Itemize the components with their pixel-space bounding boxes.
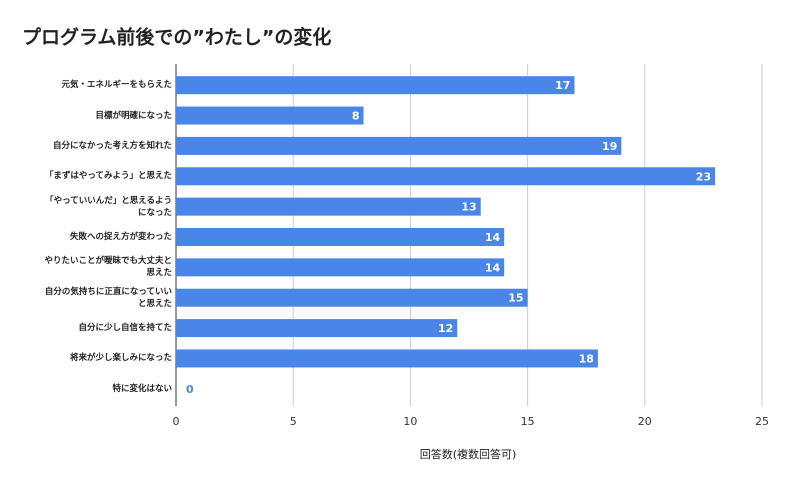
y-tick-label: やりたいことが曖昧でも大丈夫と思えた (44, 256, 172, 279)
y-tick-label: 将来が少し楽しみになった (69, 353, 172, 364)
x-tick-label: 10 (403, 415, 417, 428)
y-tick-label: 元気・エネルギーをもらえた (61, 80, 172, 91)
bar (176, 228, 505, 246)
data-label: 8 (352, 110, 360, 123)
data-label: 23 (696, 170, 711, 183)
x-axis-label: 回答数(複数回答可) (420, 447, 517, 461)
data-label: 14 (485, 231, 501, 244)
y-tick-label: 目標が明確になった (95, 110, 172, 121)
y-tick-label: 特に変化はない (112, 383, 172, 394)
data-label: 14 (485, 261, 501, 274)
y-tick-label: 「まずはやってみよう」と思えた (44, 171, 172, 182)
x-tick-label: 0 (173, 415, 180, 428)
data-label: 19 (602, 140, 617, 153)
bar (176, 167, 716, 186)
data-label: 0 (186, 383, 194, 396)
x-tick-label: 5 (290, 415, 297, 428)
bar (176, 136, 622, 155)
y-tick-label: 自分になかった考え方を知れた (52, 140, 172, 151)
data-label: 17 (555, 79, 570, 92)
data-label: 13 (461, 201, 476, 214)
x-tick-label: 20 (638, 415, 652, 428)
bar (176, 349, 598, 368)
y-tick-label: 「やっていいんだ」と思えるようになった (45, 195, 172, 218)
data-label: 18 (579, 352, 594, 365)
bar (176, 76, 575, 95)
bar (176, 106, 364, 125)
y-tick-label: 失敗への捉え方が変わった (69, 232, 172, 242)
y-tick-label: 自分に少し自信を持てた (78, 323, 172, 334)
data-label: 15 (508, 292, 523, 305)
chart-title: プログラム前後での”わたし”の変化 (22, 26, 331, 49)
bar (176, 288, 528, 307)
bar (176, 319, 458, 338)
y-tick-label: 自分の気持ちに正直になっていいと思えた (44, 286, 172, 309)
data-label: 12 (438, 322, 453, 335)
x-tick-label: 15 (521, 415, 535, 428)
bar (176, 258, 505, 277)
bar (176, 197, 481, 216)
x-tick-label: 25 (755, 415, 769, 428)
